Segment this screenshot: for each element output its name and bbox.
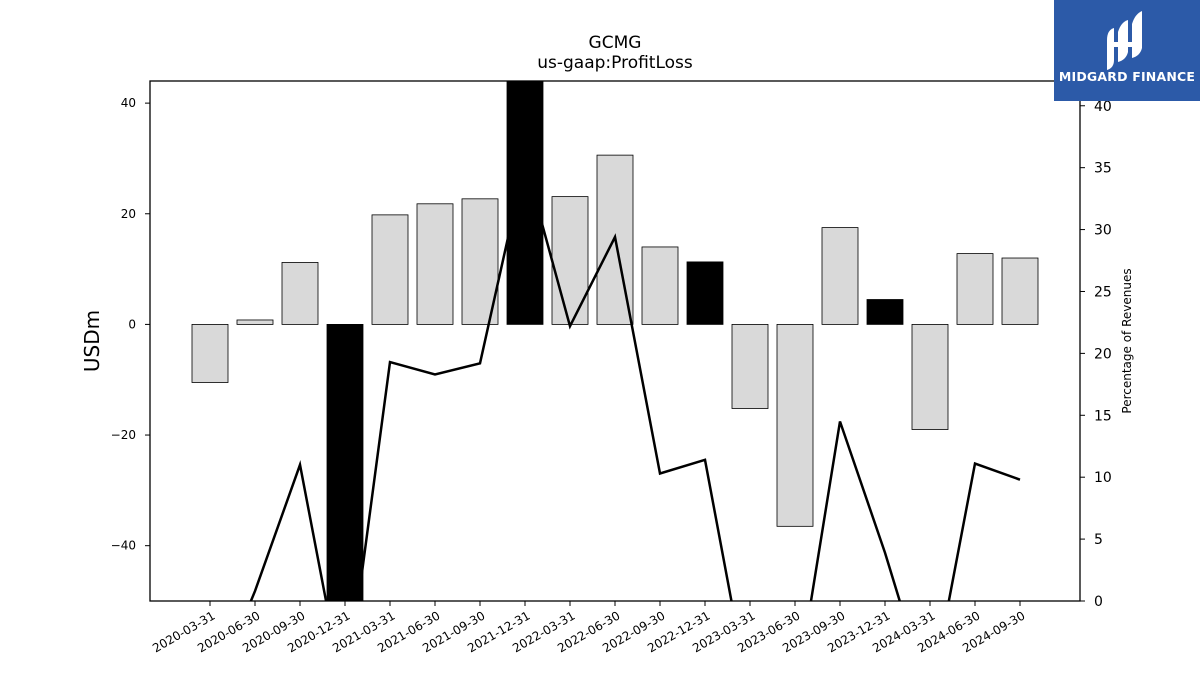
y2-tick-label: 20 [1094,346,1112,362]
bar-2020-03-31 [191,324,229,383]
bar-2020-12-31 [326,324,364,601]
y-tick-label: −40 [111,539,136,553]
y2-tick-label: 40 [1094,99,1112,115]
y2-tick-label: 30 [1094,223,1112,239]
y-tick-label: −20 [111,428,136,442]
y2-tick-label: 35 [1094,161,1112,177]
y2-tick-label: 25 [1094,284,1112,300]
bar-2022-03-31 [551,196,589,325]
logo-text: MIDGARD FINANCE [1059,69,1195,84]
line-group [249,161,1021,601]
bar-2020-06-30 [236,319,274,325]
bar-2022-12-31 [686,261,724,325]
y2-tick-label: 5 [1094,532,1103,548]
bar-2024-06-30 [956,253,994,325]
bar-2021-06-30 [416,203,454,325]
y2-tick-label: 15 [1094,408,1112,424]
y-tick-label: 20 [121,207,136,221]
y2-axis-label: Percentage of Revenues [1120,268,1134,413]
y-axis-right: 0 5 10 15 20 25 30 35 40 [1080,99,1112,610]
bar-2024-09-30 [1001,257,1039,325]
y-axis-label: USDm [80,310,104,372]
y2-tick-label: 0 [1094,594,1103,610]
chart-subtitle: us-gaap:ProfitLoss [537,53,693,73]
bar-2021-09-30 [461,198,499,325]
bar-2022-09-30 [641,246,679,325]
bar-2024-03-31 [911,324,949,430]
logo: MIDGARD FINANCE [1054,0,1200,101]
x-axis: 2020-03-312020-06-302020-09-302020-12-31… [150,601,1028,655]
logo-mark-icon [1107,11,1142,70]
bar-2023-03-31 [731,324,769,409]
y-tick-label: 0 [128,317,136,331]
bar-2021-03-31 [371,214,409,325]
bar-2023-09-30 [821,227,859,325]
y-axis-left: −40 −20 0 20 40 [111,96,150,553]
bar-2021-12-31 [506,81,544,325]
bar-2020-09-30 [281,262,319,325]
bar-2023-12-31 [866,299,904,325]
line-percentage-of-revenues [249,161,1021,601]
y2-tick-label: 10 [1094,470,1112,486]
chart-title: GCMG [589,33,642,53]
bar-2023-06-30 [776,324,814,527]
bars-group [191,81,1039,601]
y-tick-label: 40 [121,96,136,110]
